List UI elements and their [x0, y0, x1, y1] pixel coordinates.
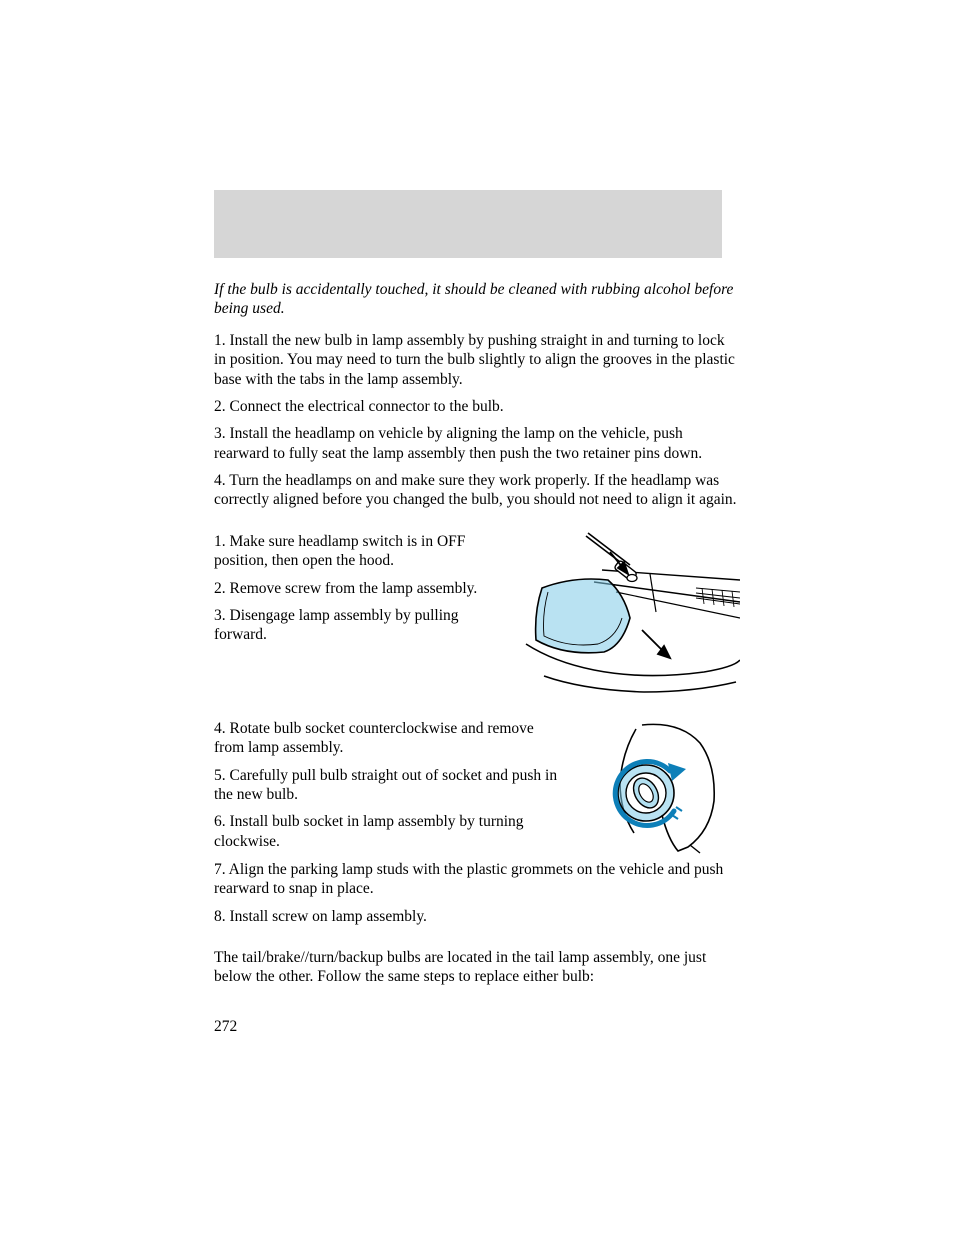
step-2-2: 2. Remove screw from the lamp assembly.	[214, 579, 506, 598]
step-2-3: 3. Disengage lamp assembly by pulling fo…	[214, 606, 506, 645]
step-2: 2. Connect the electrical connector to t…	[214, 397, 740, 416]
step-4: 4. Turn the headlamps on and make sure t…	[214, 471, 740, 510]
step-2-5: 5. Carefully pull bulb straight out of s…	[214, 766, 564, 805]
page-number: 272	[214, 1018, 237, 1036]
step-2-7: 7. Align the parking lamp studs with the…	[214, 860, 740, 899]
document-page: If the bulb is accidentally touched, it …	[0, 0, 954, 987]
step-2-6: 6. Install bulb socket in lamp assembly …	[214, 812, 564, 851]
step-2-4: 4. Rotate bulb socket counterclockwise a…	[214, 719, 564, 758]
step-3: 3. Install the headlamp on vehicle by al…	[214, 424, 740, 463]
step-2-8: 8. Install screw on lamp assembly.	[214, 907, 740, 926]
step-1: 1. Install the new bulb in lamp assembly…	[214, 331, 740, 389]
warning-note: If the bulb is accidentally touched, it …	[214, 280, 740, 319]
tail-lamp-intro: The tail/brake//turn/backup bulbs are lo…	[214, 948, 740, 987]
instruction-block-2: 4. Rotate bulb socket counterclockwise a…	[214, 719, 740, 860]
headlamp-diagram-icon	[524, 532, 740, 701]
page-content: If the bulb is accidentally touched, it …	[214, 190, 740, 987]
bulb-socket-diagram-icon	[582, 719, 740, 860]
instruction-text-2: 4. Rotate bulb socket counterclockwise a…	[214, 719, 564, 859]
instruction-text-1: 1. Make sure headlamp switch is in OFF p…	[214, 532, 506, 653]
instruction-block-1: 1. Make sure headlamp switch is in OFF p…	[214, 532, 740, 701]
step-2-1: 1. Make sure headlamp switch is in OFF p…	[214, 532, 506, 571]
